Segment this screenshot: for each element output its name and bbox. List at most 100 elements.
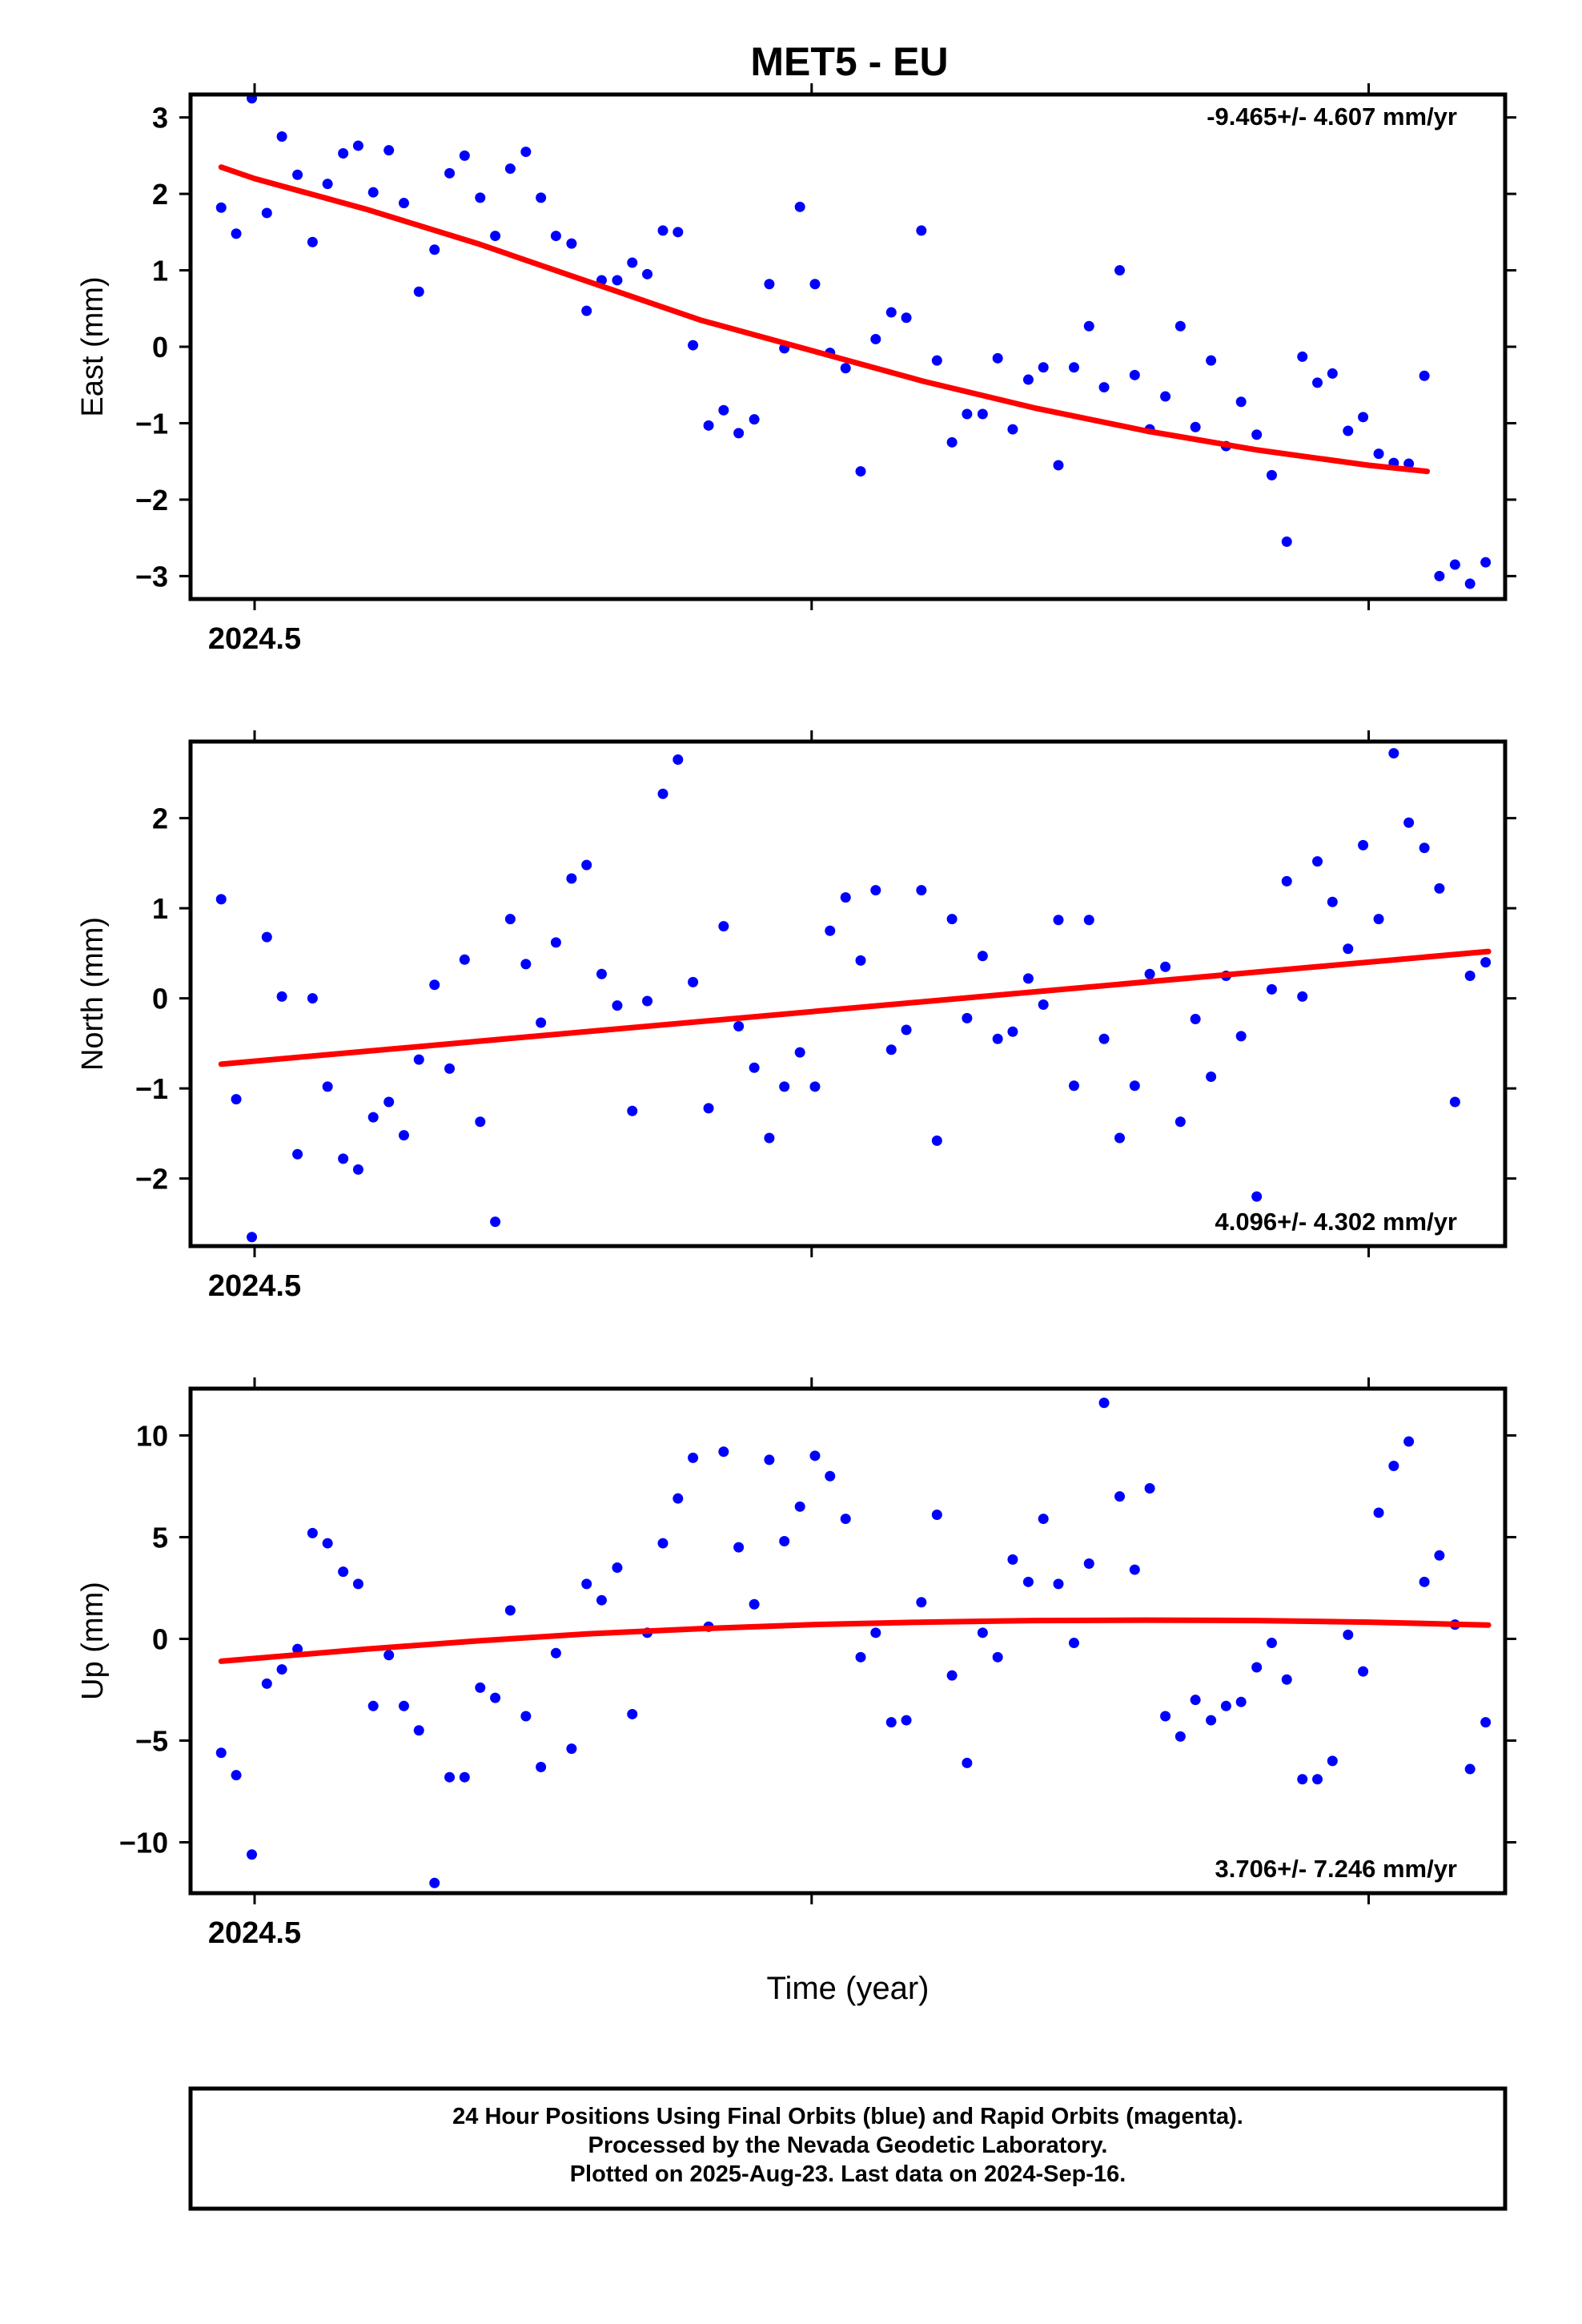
up-data-point xyxy=(475,1682,486,1693)
north-data-point xyxy=(566,873,577,884)
east-ytick-label: 2 xyxy=(152,178,168,211)
up-data-point xyxy=(1098,1397,1110,1409)
east-ytick-label: −2 xyxy=(135,484,168,517)
up-data-point xyxy=(1220,1700,1231,1711)
north-data-point xyxy=(307,993,318,1004)
north-data-point xyxy=(855,955,866,966)
north-data-point xyxy=(1206,1072,1217,1082)
north-data-point xyxy=(1358,839,1369,850)
up-data-point xyxy=(566,1743,577,1755)
east-data-point xyxy=(550,231,561,242)
north-data-point xyxy=(383,1096,395,1108)
east-data-point xyxy=(642,268,653,279)
east-panel: −3 −2 −1 0 1 2 3 2024.5 East (mm) -9.465+/- 4.607… xyxy=(76,83,1516,656)
north-data-point xyxy=(367,1112,379,1123)
up-data-point xyxy=(733,1542,745,1553)
east-data-point xyxy=(338,148,349,159)
up-data-point xyxy=(1144,1482,1155,1494)
north-data-point xyxy=(1144,968,1155,979)
north-data-point xyxy=(1174,1116,1186,1128)
up-data-point xyxy=(247,1849,258,1860)
footer-line-3: Plotted on 2025-Aug-23. Last data on 202… xyxy=(570,2161,1126,2187)
north-data-point xyxy=(1129,1080,1140,1092)
up-data-point xyxy=(596,1594,607,1606)
up-data-point xyxy=(946,1670,958,1681)
east-data-point xyxy=(1206,355,1217,366)
up-data-point xyxy=(688,1452,699,1463)
north-data-point xyxy=(946,914,958,925)
north-data-point xyxy=(779,1081,790,1092)
east-data-point xyxy=(1434,570,1445,581)
east-data-point xyxy=(673,227,684,238)
north-data-point xyxy=(1190,1014,1201,1024)
north-rate-label: 4.096+/- 4.302 mm/yr xyxy=(1215,1208,1457,1236)
north-data-point xyxy=(840,892,851,903)
north-data-point xyxy=(627,1105,638,1116)
north-data-point xyxy=(1281,875,1292,887)
east-data-point xyxy=(992,352,1003,364)
east-ytick-label: −3 xyxy=(135,560,168,593)
north-data-point xyxy=(657,788,669,799)
up-data-point xyxy=(1083,1558,1094,1569)
up-data-point xyxy=(1327,1755,1338,1767)
north-data-point xyxy=(429,979,440,991)
up-data-point xyxy=(627,1708,638,1719)
north-data-point xyxy=(292,1148,303,1160)
north-data-point xyxy=(1449,1096,1460,1108)
east-data-point xyxy=(870,333,881,344)
up-data-point xyxy=(1403,1436,1415,1447)
footer-line-2: Processed by the Nevada Geodetic Laborat… xyxy=(588,2133,1108,2158)
east-data-point xyxy=(931,355,942,366)
east-data-point xyxy=(1022,374,1034,385)
up-data-point xyxy=(322,1538,333,1549)
up-data-point xyxy=(307,1527,318,1538)
east-data-point xyxy=(581,305,592,316)
north-trend-line xyxy=(218,948,1492,1068)
up-data-point xyxy=(1160,1711,1171,1722)
north-data-point xyxy=(1464,971,1476,981)
up-data-point xyxy=(962,1757,973,1768)
east-data-point xyxy=(840,363,851,374)
up-data-point xyxy=(992,1651,1003,1663)
north-data-point xyxy=(688,976,699,987)
north-data-point xyxy=(1312,856,1323,867)
north-data-point xyxy=(1388,748,1399,759)
east-data-point xyxy=(1190,421,1201,432)
up-data-point xyxy=(1373,1507,1384,1518)
north-data-point xyxy=(612,1000,623,1011)
up-data-point xyxy=(901,1715,912,1726)
east-data-point xyxy=(276,131,287,142)
up-data-point xyxy=(536,1762,547,1772)
north-ylabel: North (mm) xyxy=(76,917,110,1071)
up-data-point xyxy=(1312,1774,1323,1785)
east-data-point xyxy=(1251,429,1263,440)
north-xtick-label: 2024.5 xyxy=(208,1269,301,1303)
up-data-point xyxy=(215,1747,227,1759)
up-data-point xyxy=(276,1664,287,1675)
east-data-point xyxy=(1449,559,1460,570)
east-data-point xyxy=(733,428,745,439)
north-data-point xyxy=(261,931,272,943)
up-data-point xyxy=(1266,1638,1277,1649)
north-data-point xyxy=(550,937,561,948)
up-data-point xyxy=(794,1501,805,1512)
east-data-point xyxy=(1480,557,1492,568)
up-ytick-label: −5 xyxy=(135,1724,168,1757)
east-data-point xyxy=(1114,265,1126,276)
footer-box: 24 Hour Positions Using Final Orbits (bl… xyxy=(188,2086,1508,2211)
up-data-point xyxy=(916,1597,927,1608)
north-data-point xyxy=(749,1062,760,1073)
east-data-point xyxy=(307,236,318,247)
up-ytick-label: 0 xyxy=(152,1622,168,1655)
north-data-point xyxy=(1022,973,1034,984)
east-data-point xyxy=(429,244,440,255)
east-data-point xyxy=(718,404,729,416)
north-data-point xyxy=(1053,915,1064,926)
up-data-point xyxy=(1174,1731,1186,1742)
north-data-point xyxy=(1038,999,1049,1010)
east-rate-label: -9.465+/- 4.607 mm/yr xyxy=(1207,103,1457,131)
north-data-point xyxy=(794,1047,805,1058)
north-data-point xyxy=(825,925,836,936)
east-data-point xyxy=(885,307,897,318)
up-data-point xyxy=(292,1643,303,1655)
